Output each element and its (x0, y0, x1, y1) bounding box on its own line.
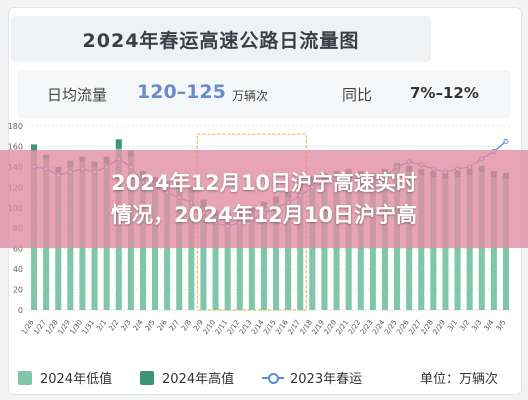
y-tick-label: 0 (18, 306, 23, 315)
x-tick-label: 3/5 (495, 319, 508, 333)
chart-legend: 2024年低值 2024年高值 2023年春运 单位：万辆次 (0, 360, 528, 390)
chart-title: 2024年春运高速公路日流量图 (11, 16, 431, 62)
bar-low (176, 189, 183, 310)
x-tick-label: 2/3 (119, 319, 132, 333)
x-tick-label: 3/4 (482, 318, 495, 332)
bar-low (164, 187, 171, 310)
point-2023 (503, 138, 509, 144)
x-tick-label: 3/1 (446, 319, 459, 333)
y-tick-label: 20 (13, 286, 23, 295)
bar-high (31, 144, 38, 152)
x-tick-label: 3/3 (470, 319, 483, 333)
bar-low (224, 218, 231, 310)
legend-label-low: 2024年低值 (40, 372, 113, 387)
x-tick-label: 2/4 (132, 318, 145, 332)
bar-low (200, 207, 207, 310)
y-tick-label: 40 (13, 265, 23, 274)
bar-low (236, 215, 243, 310)
x-tick-label: 2/5 (144, 319, 157, 333)
legend-item-high: 2024年高值 (140, 368, 234, 387)
x-tick-label: 2/6 (156, 318, 169, 332)
legend-swatch-line (262, 371, 284, 385)
bar-low (248, 212, 255, 310)
bar-low (273, 202, 280, 310)
y-tick-label: 160 (8, 142, 23, 151)
legend-label-last: 2023年春运 (290, 372, 363, 387)
legend-item-last: 2023年春运 (262, 368, 362, 387)
bar-low (297, 189, 304, 310)
stats-row: 日均流量 120–125 万辆次 同比 7%–12% (17, 70, 511, 118)
legend-item-low: 2024年低值 (18, 368, 112, 387)
legend-swatch-high (140, 370, 154, 385)
bar-high (115, 139, 122, 149)
headline-line-1: 2024年12月10日沪宁高速实时 (111, 171, 417, 195)
legend-label-high: 2024年高值 (162, 372, 235, 387)
headline-banner: 2024年12月10日沪宁高速实时 情况，2024年12月10日沪宁高 (0, 150, 528, 248)
x-tick-label: 2/1 (95, 319, 108, 333)
x-tick-label: 3/2 (458, 319, 471, 333)
yoy-label: 同比 (342, 86, 373, 104)
y-tick-label: 60 (13, 245, 23, 254)
x-tick-label: 1/31 (81, 319, 97, 336)
avg-unit: 万辆次 (232, 89, 269, 103)
x-tick-label: 2/2 (107, 319, 120, 333)
legend-unit: 单位：万辆次 (420, 372, 499, 387)
legend-swatch-low (18, 370, 32, 385)
avg-value: 120–125 (137, 81, 226, 103)
bar-low (188, 192, 195, 310)
x-tick-label: 2/7 (168, 319, 181, 333)
headline-line-2: 情况，2024年12月10日沪宁高 (111, 203, 417, 227)
headline-text: 2024年12月10日沪宁高速实时 情况，2024年12月10日沪宁高 (0, 150, 528, 248)
bar-low (212, 215, 219, 310)
bar-low (285, 197, 292, 310)
y-tick-label: 180 (8, 122, 23, 131)
avg-label: 日均流量 (47, 86, 108, 104)
x-tick-label: 2/8 (180, 319, 193, 333)
x-tick-label: 2/29 (432, 319, 448, 336)
bar-low (260, 207, 267, 310)
yoy-value: 7%–12% (410, 84, 479, 102)
